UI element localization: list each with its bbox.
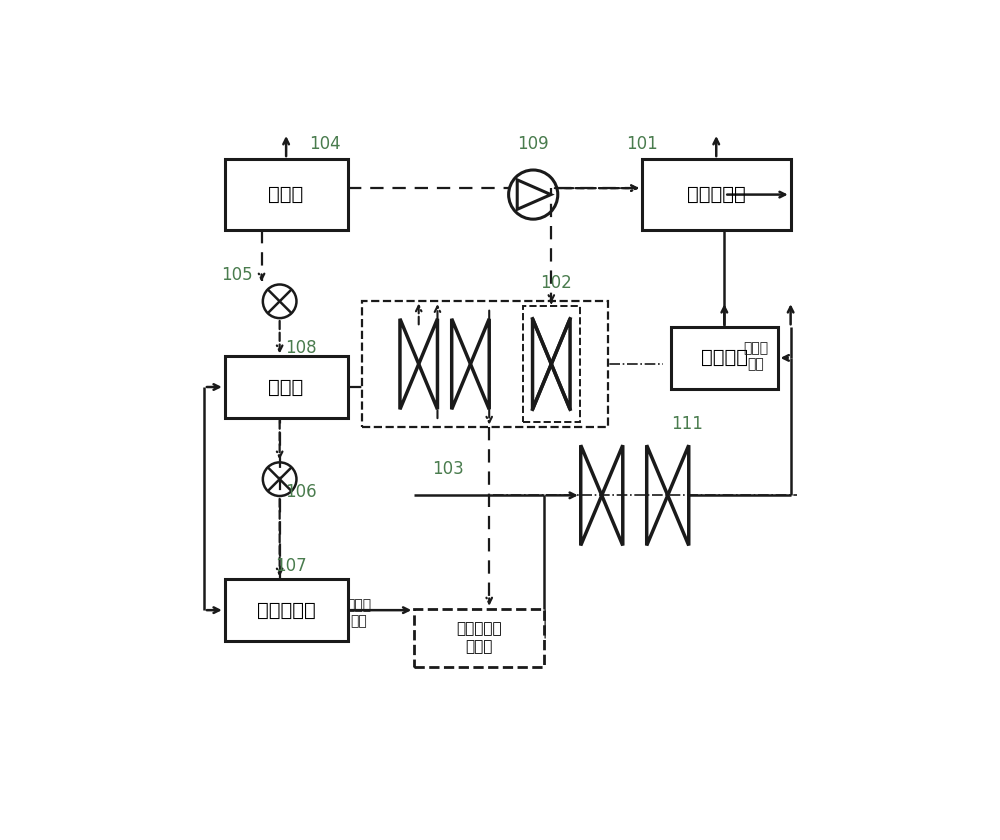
Bar: [642, 159, 791, 230]
Text: 低压蒸发器: 低压蒸发器: [257, 601, 315, 620]
Text: 107: 107: [275, 558, 307, 575]
Text: 经济器: 经济器: [268, 377, 304, 396]
Text: 101: 101: [626, 135, 658, 153]
Text: 105: 105: [221, 266, 253, 285]
Bar: [671, 327, 778, 389]
Text: 水冷却器: 水冷却器: [701, 349, 748, 367]
Text: 冷凝器: 冷凝器: [268, 185, 304, 204]
Text: 106: 106: [285, 483, 317, 501]
Bar: [362, 302, 608, 428]
Bar: [225, 580, 348, 641]
Text: 104: 104: [309, 135, 341, 153]
Text: 压缩机进口
冷却器: 压缩机进口 冷却器: [456, 622, 502, 654]
Bar: [225, 356, 348, 417]
Text: 102: 102: [541, 274, 572, 292]
Text: 103: 103: [432, 460, 464, 479]
Text: 111: 111: [671, 415, 703, 433]
Text: 压缩机
进气: 压缩机 进气: [346, 598, 371, 628]
Text: 109: 109: [517, 135, 549, 153]
Text: 压缩机
排气: 压缩机 排气: [743, 341, 768, 371]
Text: 高压蒸发器: 高压蒸发器: [687, 185, 746, 204]
Text: 108: 108: [285, 339, 317, 357]
Bar: [225, 159, 348, 230]
Bar: [414, 608, 544, 667]
Bar: [523, 306, 580, 423]
